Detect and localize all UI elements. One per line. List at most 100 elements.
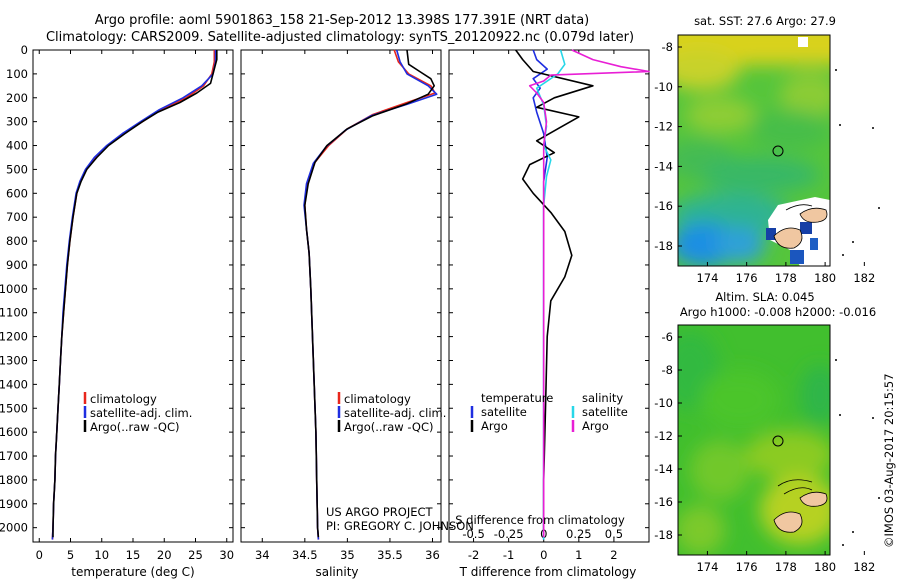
x-tick-label: 0 bbox=[36, 548, 43, 562]
salinity-panel-frame bbox=[240, 49, 442, 543]
depth-tick-label: 800 bbox=[6, 234, 28, 248]
map-y-tick-label: -18 bbox=[654, 239, 673, 253]
depth-tick-label: 2000 bbox=[0, 521, 28, 535]
depth-tick-label: 1300 bbox=[0, 353, 28, 367]
depth-tick-label: 900 bbox=[6, 258, 28, 272]
series-line-t-satellite bbox=[532, 49, 549, 540]
legend-label-t-satellite: satellite bbox=[481, 405, 527, 419]
x-tick-label: 36 bbox=[425, 548, 440, 562]
map-y-tick-label: -8 bbox=[662, 363, 673, 377]
map-x-tick-label: 182 bbox=[853, 560, 875, 574]
legend-label-s-argo: Argo bbox=[582, 419, 609, 433]
sst-map-axes: 174 176 178 180 182 -8 -10 -12 -14 -16 -18 bbox=[654, 40, 875, 285]
s-tick-label: -0.5 bbox=[462, 527, 484, 541]
temperature-xlabel: temperature (deg C) bbox=[71, 565, 194, 579]
x-tick-label: 35.5 bbox=[377, 548, 403, 562]
temperature-panel-frame bbox=[32, 49, 234, 543]
t-tick-label: 0 bbox=[540, 548, 547, 562]
depth-tick-label: 1200 bbox=[0, 330, 28, 344]
legend-label-argo: Argo(..raw -QC) bbox=[90, 420, 180, 434]
s-tick-label: -0.25 bbox=[494, 527, 524, 541]
series-line-satellite-adj-clim- bbox=[303, 49, 438, 540]
x-tick-label: 34.5 bbox=[292, 548, 318, 562]
x-tick-label: 34 bbox=[255, 548, 270, 562]
depth-tick-label: 1000 bbox=[0, 282, 28, 296]
depth-tick-label: 0 bbox=[21, 43, 28, 57]
map-y-tick-label: -14 bbox=[654, 159, 673, 173]
difference-chart: -2 -1 0 1 2-0.5 -0.25 0 0.25 0.5 bbox=[462, 49, 650, 562]
map-x-tick-label: 180 bbox=[814, 271, 836, 285]
series-line-climatology bbox=[51, 50, 216, 540]
depth-tick-label: 100 bbox=[6, 67, 28, 81]
legend-header-temperature: temperature bbox=[481, 391, 553, 405]
map-y-tick-label: -10 bbox=[654, 80, 673, 94]
temperature-legend: climatology satellite-adj. clim. Argo(..… bbox=[83, 392, 192, 434]
salinity-legend: climatology satellite-adj. clim. Argo(..… bbox=[337, 392, 446, 434]
legend-label-climatology: climatology bbox=[344, 392, 411, 406]
map-y-tick-label: -14 bbox=[654, 462, 673, 476]
difference-panel-frame bbox=[448, 49, 650, 543]
x-tick-label: 30 bbox=[219, 548, 234, 562]
map-y-tick-label: -16 bbox=[654, 199, 673, 213]
depth-tick-label: 500 bbox=[6, 162, 28, 176]
legend-header-salinity: salinity bbox=[582, 391, 623, 405]
depth-tick-label: 200 bbox=[6, 91, 28, 105]
difference-t-xlabel: T difference from climatology bbox=[459, 565, 637, 579]
x-tick-label: 10 bbox=[94, 548, 109, 562]
depth-tick-label: 1500 bbox=[0, 401, 28, 415]
salinity-xlabel: salinity bbox=[315, 565, 358, 579]
map-y-tick-label: -10 bbox=[654, 396, 673, 410]
difference-legend: temperature salinity satellite Argo sate… bbox=[470, 391, 628, 433]
series-line-satellite-adj-clim- bbox=[51, 50, 217, 540]
sla-map-islands bbox=[835, 359, 880, 546]
figure-title-line1: Argo profile: aoml 5901863_158 21-Sep-20… bbox=[95, 13, 590, 28]
map-x-tick-label: 182 bbox=[853, 271, 875, 285]
depth-tick-label: 400 bbox=[6, 139, 28, 153]
t-tick-label: -2 bbox=[468, 548, 479, 562]
map-y-tick-label: -16 bbox=[654, 495, 673, 509]
map-x-tick-label: 174 bbox=[696, 560, 718, 574]
s-tick-label: 0.5 bbox=[605, 527, 623, 541]
temperature-chart: 0 5 10 15 20 25 30 bbox=[36, 50, 234, 562]
x-tick-label: 25 bbox=[188, 548, 203, 562]
x-tick-label: 5 bbox=[67, 548, 74, 562]
sla-map-title-line1: Altim. SLA: 0.045 bbox=[715, 290, 814, 304]
x-tick-label: 35 bbox=[340, 548, 355, 562]
map-y-tick-label: -12 bbox=[654, 429, 673, 443]
legend-label-argo: Argo(..raw -QC) bbox=[344, 420, 434, 434]
figure-title-line2: Climatology: CARS2009. Satellite-adjuste… bbox=[46, 30, 634, 45]
map-x-tick-label: 176 bbox=[736, 560, 758, 574]
series-line-argo-raw-qc- bbox=[52, 50, 218, 538]
x-tick-label: 20 bbox=[157, 548, 172, 562]
legend-label-climatology: climatology bbox=[90, 392, 157, 406]
map-y-tick-label: -6 bbox=[662, 330, 673, 344]
legend-label-s-satellite: satellite bbox=[582, 405, 628, 419]
series-line-s-argo bbox=[528, 49, 650, 538]
depth-axis: 0 100 200 300 400 500 600 700 800 900 1000 1100 1200… bbox=[0, 43, 649, 535]
s-tick-label: 0.25 bbox=[566, 527, 592, 541]
difference-s-xlabel: S difference from climatology bbox=[455, 513, 625, 527]
sla-map-field bbox=[678, 325, 830, 555]
depth-tick-label: 1900 bbox=[0, 497, 28, 511]
sla-map-title-line2: Argo h1000: -0.008 h2000: -0.016 bbox=[680, 305, 876, 319]
depth-tick-label: 1600 bbox=[0, 425, 28, 439]
sst-map-islands bbox=[835, 69, 880, 256]
salinity-chart: 34 34.5 35 35.5 36 bbox=[255, 49, 440, 562]
map-x-tick-label: 180 bbox=[814, 560, 836, 574]
map-y-tick-label: -12 bbox=[654, 120, 673, 134]
t-tick-label: 1 bbox=[575, 548, 582, 562]
sst-map-title: sat. SST: 27.6 Argo: 27.9 bbox=[694, 14, 836, 28]
sla-map-axes: 174 176 178 180 182 -6 -8 -10 -12 -14 -16 -18 bbox=[654, 330, 875, 574]
map-y-tick-label: -8 bbox=[662, 40, 673, 54]
t-tick-label: 2 bbox=[610, 548, 617, 562]
sst-map-field bbox=[678, 35, 830, 266]
map-y-tick-label: -18 bbox=[654, 528, 673, 542]
map-x-tick-label: 176 bbox=[736, 271, 758, 285]
depth-tick-label: 700 bbox=[6, 210, 28, 224]
project-line2: PI: GREGORY C. JOHNSON bbox=[326, 519, 474, 533]
depth-tick-label: 1700 bbox=[0, 449, 28, 463]
series-line-climatology bbox=[303, 49, 436, 540]
legend-label-satellite: satellite-adj. clim. bbox=[90, 406, 192, 420]
map-x-tick-label: 178 bbox=[775, 560, 797, 574]
